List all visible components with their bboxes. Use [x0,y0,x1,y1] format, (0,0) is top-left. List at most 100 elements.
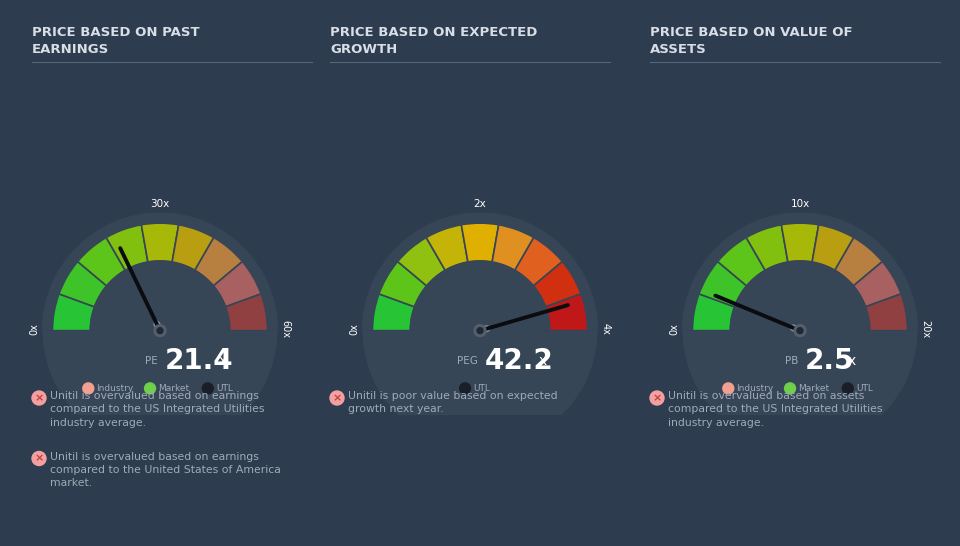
Wedge shape [545,294,588,331]
Text: x: x [539,353,547,367]
Text: x: x [848,353,855,367]
Wedge shape [226,294,268,331]
Wedge shape [718,238,765,286]
Circle shape [460,383,470,394]
Wedge shape [38,331,281,452]
Wedge shape [141,223,179,262]
Wedge shape [397,238,445,286]
Wedge shape [410,331,550,400]
Circle shape [42,213,277,448]
Circle shape [363,213,597,448]
Circle shape [90,261,229,400]
Text: x: x [219,353,227,367]
Wedge shape [462,223,498,262]
Text: 60x: 60x [280,319,291,337]
Wedge shape [812,225,853,270]
Text: 20x: 20x [921,319,930,338]
Circle shape [794,325,806,337]
Circle shape [32,452,46,466]
Text: 0x: 0x [30,323,39,335]
Text: 4x: 4x [600,323,611,335]
Circle shape [784,383,796,394]
Wedge shape [699,262,747,307]
Circle shape [683,213,918,448]
Text: PE: PE [145,355,158,365]
Text: 0x: 0x [669,323,680,335]
Text: UTL: UTL [473,384,490,393]
Wedge shape [42,331,277,448]
Circle shape [330,391,344,405]
Circle shape [145,383,156,394]
Text: EARNINGS: EARNINGS [32,43,109,56]
Circle shape [32,391,46,405]
Text: PRICE BASED ON VALUE OF: PRICE BASED ON VALUE OF [650,26,852,39]
Text: compared to the US Integrated Utilities: compared to the US Integrated Utilities [668,405,882,414]
Wedge shape [781,223,819,262]
Text: Industry: Industry [96,384,133,393]
Circle shape [797,328,803,334]
Wedge shape [195,238,242,286]
Text: compared to the United States of America: compared to the United States of America [50,465,281,475]
Wedge shape [679,331,922,452]
Text: ×: × [35,393,44,403]
Wedge shape [90,331,229,400]
Text: 2.5: 2.5 [805,347,854,375]
Text: Unitil is overvalued based on earnings: Unitil is overvalued based on earnings [50,391,259,401]
Text: PRICE BASED ON PAST: PRICE BASED ON PAST [32,26,200,39]
Text: 2x: 2x [473,199,487,209]
Circle shape [203,383,213,394]
Text: ×: × [35,454,44,464]
Circle shape [731,261,870,400]
Circle shape [410,261,550,400]
Text: ×: × [652,393,661,403]
Text: compared to the US Integrated Utilities: compared to the US Integrated Utilities [50,405,265,414]
Wedge shape [363,331,597,448]
Text: Market: Market [798,384,829,393]
Wedge shape [426,225,468,270]
Text: Market: Market [158,384,189,393]
Wedge shape [379,262,426,307]
Text: Unitil is overvalued based on assets: Unitil is overvalued based on assets [668,391,864,401]
Wedge shape [692,294,734,331]
Wedge shape [78,238,125,286]
Wedge shape [492,225,534,270]
Circle shape [157,328,163,334]
Wedge shape [59,262,107,307]
Text: market.: market. [50,478,92,489]
Circle shape [723,383,733,394]
Circle shape [474,325,486,337]
Circle shape [477,328,483,334]
Text: Unitil is poor value based on expected: Unitil is poor value based on expected [348,391,558,401]
Text: Unitil is overvalued based on earnings: Unitil is overvalued based on earnings [50,452,259,461]
Wedge shape [53,294,94,331]
Wedge shape [213,262,261,307]
Wedge shape [683,331,918,448]
Text: ASSETS: ASSETS [650,43,707,56]
Text: growth next year.: growth next year. [348,405,444,414]
Circle shape [83,383,94,394]
Wedge shape [372,294,415,331]
Text: PEG: PEG [457,355,478,365]
Wedge shape [358,331,602,452]
Text: industry average.: industry average. [50,418,146,428]
Text: Industry: Industry [736,384,774,393]
Text: 30x: 30x [151,199,170,209]
Wedge shape [731,331,870,400]
Text: industry average.: industry average. [668,418,764,428]
Wedge shape [534,262,581,307]
Wedge shape [853,262,901,307]
Wedge shape [515,238,563,286]
Text: 42.2: 42.2 [485,347,554,375]
Wedge shape [107,225,148,270]
Circle shape [842,383,853,394]
Text: 21.4: 21.4 [165,347,233,375]
Circle shape [154,325,166,337]
Text: UTL: UTL [855,384,873,393]
Wedge shape [835,238,882,286]
Wedge shape [172,225,214,270]
Wedge shape [866,294,907,331]
Circle shape [650,391,664,405]
Text: GROWTH: GROWTH [330,43,397,56]
Text: PRICE BASED ON EXPECTED: PRICE BASED ON EXPECTED [330,26,538,39]
Wedge shape [746,225,788,270]
